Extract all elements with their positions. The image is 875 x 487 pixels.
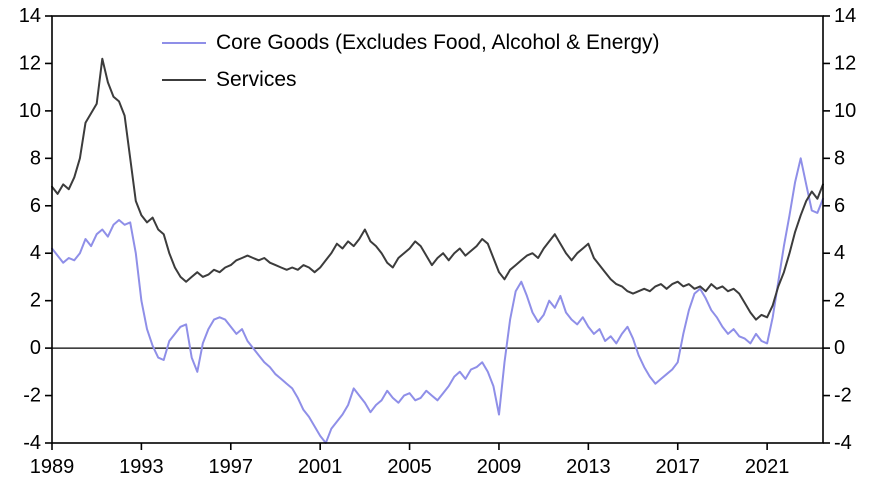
y-axis-right-labels: -4 -2 0 2 4 6 8 10 12 14: [834, 5, 856, 454]
y-tick-label: -2: [23, 385, 41, 407]
y-tick-label: 6: [30, 195, 41, 217]
services-line: [51, 57, 824, 321]
x-tick-label: 1989: [30, 456, 75, 478]
y-tick-label: 8: [834, 147, 845, 169]
y-tick-label: 2: [834, 290, 845, 312]
legend-item-core-goods: Core Goods (Excludes Food, Alcohol & Ene…: [162, 24, 660, 61]
y-tick-label: 4: [834, 242, 845, 264]
x-tick-label: 2005: [387, 456, 432, 478]
tick-marks: [45, 15, 830, 450]
services-line-swatch: [162, 78, 206, 81]
y-tick-label: 8: [30, 147, 41, 169]
core-goods-line: [51, 157, 824, 444]
x-tick-label: 2009: [477, 456, 522, 478]
x-axis-labels: 1989 1993 1997 2001 2005 2009 2013 2017 2021: [30, 456, 790, 478]
x-tick-label: 2013: [566, 456, 611, 478]
x-tick-label: 2001: [298, 456, 343, 478]
y-tick-label: 0: [834, 337, 845, 359]
legend-label-core-goods: Core Goods (Excludes Food, Alcohol & Ene…: [216, 30, 660, 54]
series-lines: [51, 57, 824, 444]
y-tick-label: -2: [834, 385, 852, 407]
y-tick-label: 12: [19, 52, 41, 74]
x-tick-label: 2021: [745, 456, 790, 478]
x-tick-label: 1993: [119, 456, 164, 478]
legend: Core Goods (Excludes Food, Alcohol & Ene…: [162, 24, 660, 98]
y-tick-label: 10: [834, 100, 856, 122]
plot-border: [51, 15, 824, 444]
y-tick-label: 10: [19, 100, 41, 122]
y-tick-label: -4: [23, 432, 41, 454]
x-tick-label: 1997: [209, 456, 254, 478]
legend-label-services: Services: [216, 67, 297, 91]
y-tick-label: 14: [19, 5, 41, 27]
y-tick-label: 6: [834, 195, 845, 217]
y-tick-label: 14: [834, 5, 856, 27]
y-tick-label: 12: [834, 52, 856, 74]
x-tick-label: 2017: [655, 456, 700, 478]
y-tick-label: 4: [30, 242, 41, 264]
core-goods-line-swatch: [162, 41, 206, 44]
y-tick-label: 0: [30, 337, 41, 359]
y-tick-label: 2: [30, 290, 41, 312]
y-axis-left-labels: -4 -2 0 2 4 6 8 10 12 14: [19, 5, 41, 454]
y-tick-label: -4: [834, 432, 852, 454]
legend-item-services: Services: [162, 61, 660, 98]
